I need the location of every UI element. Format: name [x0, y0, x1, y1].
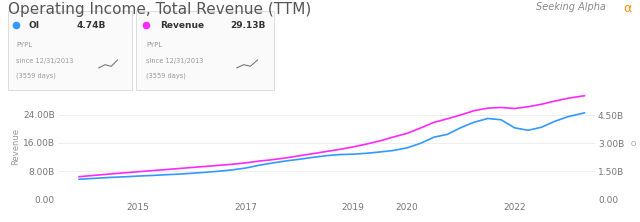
Text: 4.74B: 4.74B: [76, 21, 106, 30]
Text: since 12/31/2013: since 12/31/2013: [17, 58, 74, 64]
Text: Seeking Alpha: Seeking Alpha: [536, 2, 606, 12]
Text: 29.13B: 29.13B: [230, 21, 265, 30]
Text: Revenue: Revenue: [160, 21, 204, 30]
Text: since 12/31/2013: since 12/31/2013: [146, 58, 204, 64]
Text: α: α: [623, 2, 632, 15]
Text: O: O: [630, 141, 636, 147]
Text: (3559 days): (3559 days): [146, 72, 186, 79]
Text: PYPL: PYPL: [17, 42, 33, 48]
Text: (3559 days): (3559 days): [17, 72, 56, 79]
Text: PYPL: PYPL: [146, 42, 162, 48]
Y-axis label: Revenue: Revenue: [11, 128, 20, 165]
Text: Operating Income, Total Revenue (TTM): Operating Income, Total Revenue (TTM): [8, 2, 311, 17]
Text: OI: OI: [29, 21, 40, 30]
